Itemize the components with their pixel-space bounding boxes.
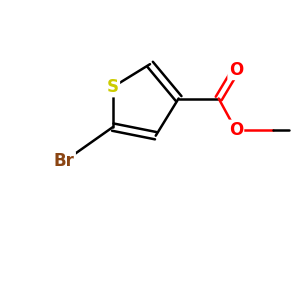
Text: S: S [107, 78, 119, 96]
Text: O: O [229, 121, 243, 139]
Text: Br: Br [54, 152, 75, 170]
Text: O: O [229, 61, 243, 79]
